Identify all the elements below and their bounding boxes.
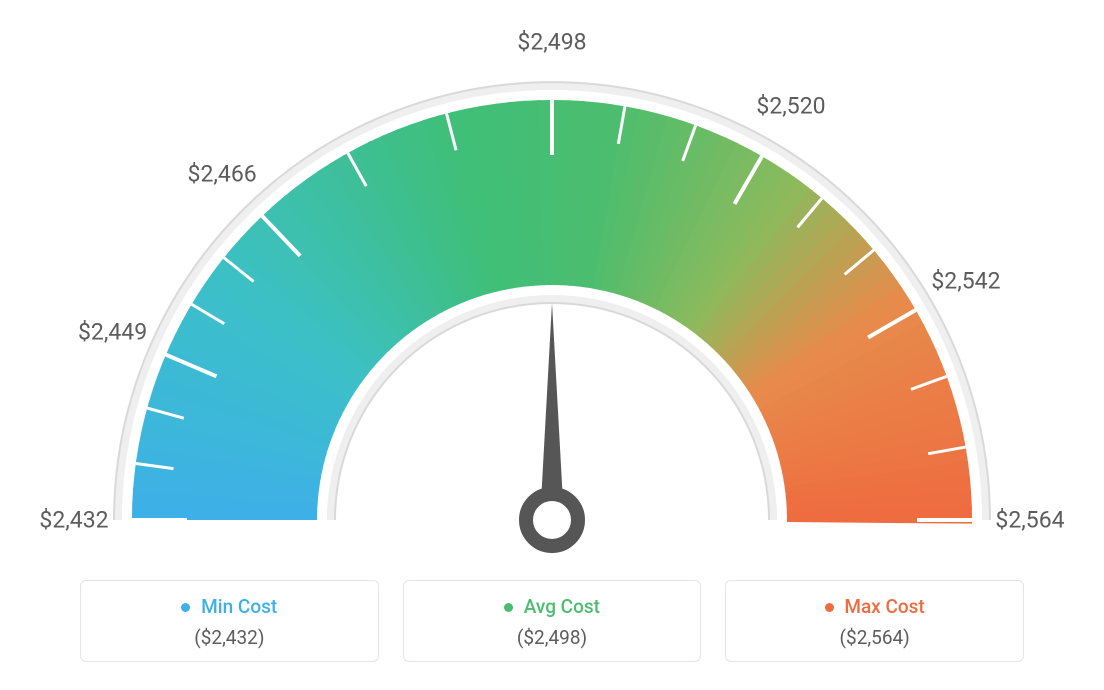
dot-max xyxy=(825,603,834,612)
legend-title-max: Max Cost xyxy=(736,595,1013,618)
tick-label: $2,564 xyxy=(995,507,1064,534)
legend-card-min: Min Cost ($2,432) xyxy=(80,580,379,662)
legend-label-max: Max Cost xyxy=(844,595,924,618)
tick-label: $2,520 xyxy=(756,93,825,120)
legend-value-avg: ($2,498) xyxy=(414,626,691,649)
legend-value-max: ($2,564) xyxy=(736,626,1013,649)
tick-label: $2,498 xyxy=(517,29,586,56)
legend-title-min: Min Cost xyxy=(91,595,368,618)
legend-title-avg: Avg Cost xyxy=(414,595,691,618)
legend-row: Min Cost ($2,432) Avg Cost ($2,498) Max … xyxy=(80,580,1024,662)
dot-min xyxy=(181,603,190,612)
legend-value-min: ($2,432) xyxy=(91,626,368,649)
tick-label: $2,542 xyxy=(931,268,1000,295)
tick-label: $2,449 xyxy=(78,318,147,345)
tick-label: $2,466 xyxy=(188,161,257,188)
dot-avg xyxy=(504,603,513,612)
legend-label-min: Min Cost xyxy=(201,595,277,618)
tick-label: $2,432 xyxy=(39,507,108,534)
legend-card-max: Max Cost ($2,564) xyxy=(725,580,1024,662)
gauge-svg xyxy=(40,20,1064,560)
legend-card-avg: Avg Cost ($2,498) xyxy=(403,580,702,662)
gauge: $2,432 $2,449 $2,466 $2,498 $2,520 $2,542 $2,5… xyxy=(40,20,1064,560)
legend-label-avg: Avg Cost xyxy=(524,595,600,618)
chart-container: $2,432 $2,449 $2,466 $2,498 $2,520 $2,542 $2,5… xyxy=(0,0,1104,690)
